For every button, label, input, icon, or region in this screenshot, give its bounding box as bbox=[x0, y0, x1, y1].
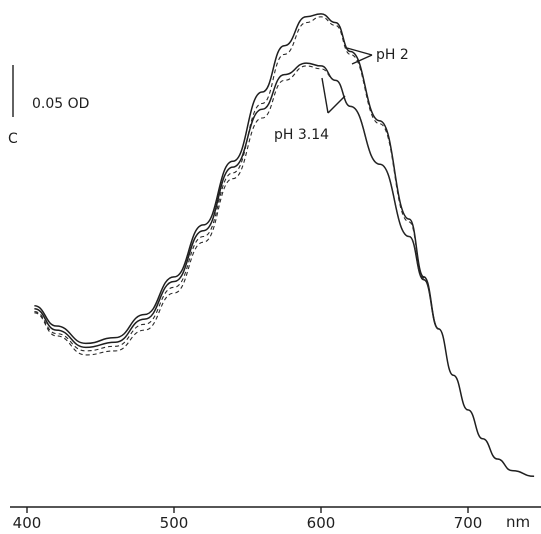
ph314-annotation-label: pH 3.14 bbox=[274, 127, 329, 143]
spectrum-series-3-solid bbox=[34, 62, 440, 349]
spectrum-series-1-solid bbox=[34, 13, 535, 478]
x-tick-label-500: 500 bbox=[160, 514, 189, 532]
spectrum-curves bbox=[34, 13, 535, 478]
ph2-annotation-label: pH 2 bbox=[376, 47, 409, 63]
od-scale-label: 0.05 OD bbox=[32, 96, 89, 112]
ph2-pointer-lower bbox=[351, 54, 373, 65]
x-tick-label-400: 400 bbox=[13, 514, 42, 532]
spectrum-series-4-dashed bbox=[34, 65, 440, 356]
ph314-pointer-upper bbox=[321, 77, 329, 114]
ph2-pointer-upper bbox=[346, 47, 373, 56]
ph314-pointer-lower bbox=[327, 95, 346, 114]
annotation-pointers bbox=[321, 47, 373, 114]
x-tick-label-700: 700 bbox=[454, 514, 483, 532]
y-axis-marker-c: C bbox=[8, 131, 18, 147]
x-axis-ticks: 400 500 600 700 bbox=[13, 507, 483, 532]
x-axis-unit-label: nm bbox=[506, 513, 530, 531]
x-tick-label-600: 600 bbox=[307, 514, 336, 532]
spectrum-series-2-dashed bbox=[34, 16, 440, 352]
